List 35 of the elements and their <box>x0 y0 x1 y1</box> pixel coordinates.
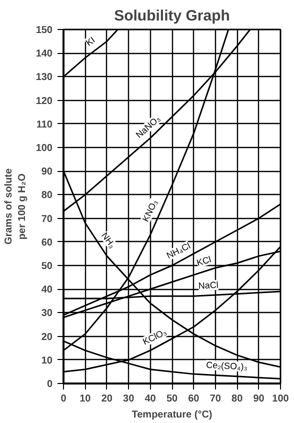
x-axis-title: Temperature (°C) <box>132 410 212 420</box>
chart-title: Solubility Graph <box>114 8 230 24</box>
x-tick-label: 20 <box>101 394 113 404</box>
y-tick-label: 70 <box>41 214 53 225</box>
y-tick-label: 10 <box>41 355 53 366</box>
x-tick-label: 0 <box>60 394 67 404</box>
annotation: Ce₂(SO₄)₃ <box>206 360 248 372</box>
x-tick-label: 10 <box>80 394 92 404</box>
y-tick-label: 150 <box>36 25 53 36</box>
y-tick-label: 80 <box>41 190 53 202</box>
y-tick-label: 60 <box>41 237 53 248</box>
x-tick-label: 50 <box>166 394 178 404</box>
y-tick-label: 30 <box>41 308 53 320</box>
annotation: KI <box>84 34 97 48</box>
y-tick-label: 0 <box>46 379 53 390</box>
y-tick-label: 140 <box>36 48 53 60</box>
y-tick-label: 110 <box>36 119 53 130</box>
y-tick-label: 100 <box>36 143 53 154</box>
annotation: NaCl <box>198 280 219 291</box>
x-tick-label: 40 <box>144 394 156 404</box>
x-tick-label: 30 <box>123 394 135 404</box>
y-tick-label: 50 <box>41 261 53 272</box>
x-tick-label: 70 <box>210 394 222 404</box>
y-tick-label: 20 <box>41 332 53 343</box>
x-tick-label: 90 <box>253 394 265 404</box>
y-tick-label: 90 <box>41 166 53 178</box>
y-tick-label: 130 <box>36 72 53 84</box>
x-tick-label: 80 <box>232 394 244 404</box>
x-tick-label: 100 <box>272 394 290 404</box>
x-tick-label: 60 <box>188 394 200 404</box>
y-tick-label: 120 <box>36 96 53 107</box>
y-axis-title: Grams of solute per 100 g H₂O <box>4 168 28 245</box>
annotation: KClO₃ <box>141 326 168 347</box>
y-tick-label: 40 <box>41 284 53 296</box>
annotation: KCl <box>196 254 212 268</box>
